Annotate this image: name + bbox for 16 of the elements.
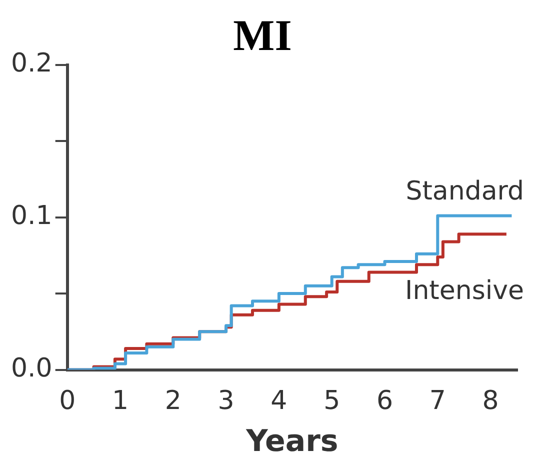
chart-title: MI — [233, 10, 292, 60]
x-tick-label: 2 — [164, 386, 182, 416]
series-label: Intensive — [405, 276, 524, 306]
x-tick-label: 7 — [429, 386, 446, 416]
x-tick-label: 1 — [112, 386, 129, 416]
x-tick-label: 0 — [59, 386, 76, 416]
y-tick-label: 0.2 — [10, 48, 52, 79]
x-tick-label: 8 — [482, 386, 499, 416]
x-tick-label: 3 — [218, 386, 234, 416]
series-label: Standard — [406, 176, 524, 207]
y-tick-label: 0.1 — [10, 201, 52, 232]
x-tick-label: 5 — [324, 386, 340, 416]
y-tick-label: 0.0 — [10, 354, 52, 384]
x-tick-label: 6 — [376, 386, 394, 416]
x-tick-label: 4 — [270, 386, 288, 416]
x-axis-title: Years — [245, 424, 338, 459]
